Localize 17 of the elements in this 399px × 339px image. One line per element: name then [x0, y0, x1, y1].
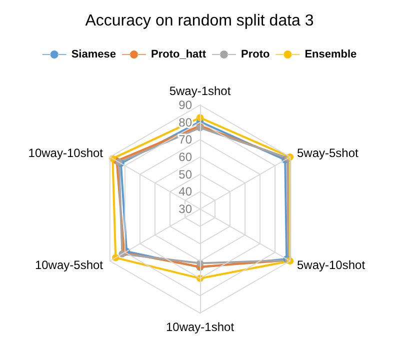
y-tick-label: 40 — [178, 184, 192, 199]
y-tick-label: 50 — [178, 167, 192, 182]
legend-label: Proto_hatt — [150, 48, 206, 60]
spoke-label: 5way-1shot — [169, 84, 232, 98]
spoke-label: 10way-1shot — [166, 320, 235, 334]
legend-label: Proto — [240, 48, 270, 60]
y-tick-label: 60 — [178, 150, 192, 164]
spoke-label: 5way-10shot — [296, 258, 366, 272]
legend-label: Ensemble — [304, 48, 357, 60]
y-tick-label: 90 — [178, 98, 192, 112]
spoke-label: 10way-10shot — [28, 146, 104, 160]
chart-title: Accuracy on random split data 3 — [85, 12, 314, 30]
legend-label: Siamese — [71, 48, 116, 60]
y-tick-label: 30 — [178, 202, 192, 216]
spoke-label: 10way-5shot — [34, 258, 104, 272]
spoke-label: 5way-5shot — [296, 146, 360, 160]
y-tick-label: 70 — [178, 132, 192, 147]
